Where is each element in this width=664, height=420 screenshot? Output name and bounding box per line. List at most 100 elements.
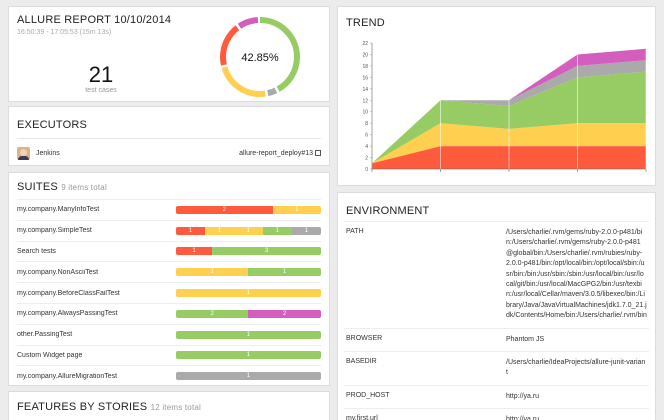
suite-bar-segment: 3 [212,247,321,256]
suite-bar-segment: 1 [175,330,321,339]
trend-y-tick-label: 12 [362,98,368,104]
environment-title: ENVIRONMENT [346,205,430,217]
features-heading: FEATURES BY STORIES [17,401,148,413]
suite-status-bar: 1 [175,372,321,381]
suite-row[interactable]: my.company.AlwaysPassingTest 2 2 [17,302,321,324]
suite-bar-segment: 1 [175,289,321,298]
test-case-count: 21 [88,62,114,87]
suite-name: my.company.ManyInfoTest [17,206,100,214]
suite-name: other.PassingTest [17,331,73,339]
suite-status-bar: 1 [175,289,321,298]
suite-row[interactable]: Custom Widget page 1 [17,344,321,366]
external-link-icon [315,150,321,156]
environment-key: PROD_HOST [346,391,390,399]
suites-widget: SUITES 9 items total my.company.ManyInfo… [8,172,330,386]
donut-segment-passed[interactable] [220,17,300,97]
donut-segment-skipped[interactable] [220,17,300,97]
suite-name: my.company.AlwaysPassingTest [17,310,118,318]
suites-heading: SUITES [17,181,58,193]
suite-bar-segment: 1 [291,226,321,235]
suites-title: SUITES 9 items total [17,181,107,193]
donut-percent-label: 42.85% [241,52,279,64]
features-title: FEATURES BY STORIES 12 items total [17,401,201,413]
donut-segment-failed[interactable] [220,17,300,97]
trend-area-series-3[interactable] [372,60,646,164]
trend-y-tick-label: 10 [362,110,368,116]
suites-count: 9 items total [61,183,107,192]
executor-build-label: allure-report_deploy#13 [239,150,313,157]
environment-key: BROWSER [346,334,383,342]
status-donut-chart[interactable]: 42.85% [216,15,304,99]
suite-name: my.company.BeforeClassFailTest [17,289,120,297]
suite-row[interactable]: other.PassingTest 1 [17,323,321,345]
trend-y-tick-label: 4 [365,144,368,150]
trend-y-tick-label: 8 [365,121,368,127]
trend-y-tick-label: 18 [362,64,368,70]
suite-bar-segment: 1 [233,226,263,235]
executor-row: Jenkins allure-report_deploy#13 [17,143,321,163]
features-count: 12 items total [150,403,201,412]
trend-y-tick-label: 14 [362,87,368,93]
trend-y-tick-label: 2 [365,156,368,162]
suite-bar-segment: 1 [175,247,213,256]
environment-row: PATH/Users/charlie/.rvm/gems/ruby-2.0.0-… [344,221,649,328]
trend-area-series-4[interactable] [372,48,646,164]
suite-name: Custom Widget page [17,351,83,359]
suite-status-bar: 1 [175,351,321,360]
report-title: ALLURE REPORT 10/10/2014 [17,14,172,26]
suite-bar-segment: 1 [175,226,205,235]
suite-bar-segment: 1 [248,268,321,277]
suite-bar-segment: 1 [272,205,321,214]
suite-row[interactable]: Search tests 1 3 [17,240,321,262]
trend-y-tick-label: 0 [365,167,368,173]
trend-title: TREND [346,17,385,29]
suite-bar-segment: 1 [175,351,321,360]
divider [17,138,321,139]
suite-name: my.company.NonAsciiTest [17,268,99,276]
trend-y-tick-label: 20 [362,52,368,58]
trend-y-tick-label: 22 [362,41,368,47]
environment-widget: ENVIRONMENT PATH/Users/charlie/.rvm/gems… [337,192,656,420]
trend-y-tick-label: 6 [365,133,368,139]
environment-key: BASEDIR [346,358,377,366]
environment-table: PATH/Users/charlie/.rvm/gems/ruby-2.0.0-… [344,221,649,420]
environment-value: Phantom JS [506,335,545,343]
report-time: 16:50:39 - 17:05:53 (15m 13s) [17,29,112,36]
executors-title: EXECUTORS [17,119,88,131]
features-widget: FEATURES BY STORIES 12 items total [8,391,330,420]
environment-value: http://ya.ru [506,416,540,420]
suite-name: my.company.AllureMigrationTest [17,372,118,380]
suites-list: my.company.ManyInfoTest 2 1 my.company.Simp… [17,199,321,385]
executors-widget: EXECUTORS Jenkins allure-report_deploy#1… [8,106,330,166]
suite-row[interactable]: my.company.SimpleTest 1 1 1 1 1 [17,219,321,241]
environment-value: /Users/charlie/IdeaProjects/allure-junit… [506,359,646,377]
suite-bar-segment: 1 [262,226,292,235]
suite-status-bar: 1 [175,330,321,339]
suite-row[interactable]: my.company.AllureMigrationTest 1 [17,365,321,385]
environment-key: my.first.url [346,415,378,420]
environment-key: PATH [346,228,364,235]
executor-build-link[interactable]: allure-report_deploy#13 [239,149,321,157]
suite-bar-segment: 2 [175,309,249,318]
suite-bar-segment: 1 [175,268,249,277]
executor-name: Jenkins [36,149,60,157]
suite-row[interactable]: my.company.ManyInfoTest 2 1 [17,199,321,220]
trend-y-tick-label: 16 [362,75,368,81]
suite-bar-segment: 2 [175,205,273,214]
test-case-count-label: test cases [85,87,117,94]
environment-row: BASEDIR/Users/charlie/IdeaProjects/allur… [344,351,649,385]
suite-bar-segment: 2 [248,309,321,318]
trend-chart[interactable]: 0 2 4 6 8 10 12 14 16 18 20 22 [338,7,656,186]
suite-row[interactable]: my.company.BeforeClassFailTest 1 [17,282,321,303]
suite-name: Search tests [17,247,56,255]
environment-row: my.first.url http://ya.ru [344,408,649,420]
environment-row: BROWSER Phantom JS [344,327,649,351]
suite-row[interactable]: my.company.NonAsciiTest 1 1 [17,261,321,282]
environment-value: http://ya.ru [506,392,540,400]
summary-widget: ALLURE REPORT 10/10/2014 16:50:39 - 17:0… [8,6,330,102]
